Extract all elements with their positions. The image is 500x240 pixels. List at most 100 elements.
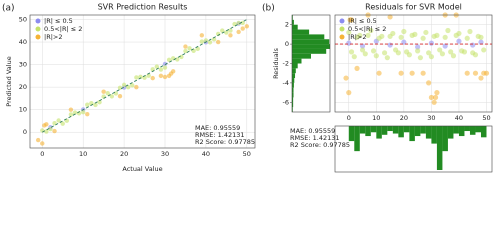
legend-label: |R| ≤ 0.5 <box>348 17 377 25</box>
histogram-bar <box>292 78 295 83</box>
point <box>442 34 448 40</box>
point <box>236 29 241 35</box>
point <box>113 91 119 96</box>
point <box>35 137 41 143</box>
point <box>56 118 61 123</box>
legend-marker <box>339 26 345 32</box>
point <box>183 48 188 54</box>
histogram-bar <box>292 19 294 25</box>
stats-text: R2 Score: 0.97785 <box>290 141 350 149</box>
point <box>431 99 437 105</box>
panel-label: (b) <box>262 4 275 14</box>
point <box>48 126 53 132</box>
x-tick-label: 20 <box>400 114 408 122</box>
point <box>456 30 462 37</box>
point <box>343 75 349 81</box>
y-axis-label: Predicted Value <box>5 56 13 106</box>
point <box>228 33 233 38</box>
point <box>150 75 155 81</box>
point <box>170 69 176 74</box>
point <box>199 33 205 38</box>
point <box>467 28 473 35</box>
point <box>244 24 250 29</box>
stats-text: RMSE: 1.42131 <box>290 134 340 142</box>
point <box>162 61 168 67</box>
point <box>183 44 188 49</box>
point <box>426 50 432 56</box>
histogram-bar <box>469 126 476 135</box>
point <box>464 70 470 76</box>
point <box>121 82 127 88</box>
y-tick-label: 50 <box>19 16 27 24</box>
histogram-bar <box>354 126 360 152</box>
point <box>220 28 225 33</box>
point <box>117 93 123 99</box>
plot-frame <box>291 14 331 113</box>
legend-marker <box>339 18 345 24</box>
histogram-bar <box>292 34 325 40</box>
point <box>351 54 357 60</box>
point <box>428 94 435 101</box>
x-tick-label: 0 <box>347 114 351 122</box>
histogram-bar <box>453 126 459 134</box>
point <box>370 48 377 54</box>
point <box>232 21 237 27</box>
point <box>420 35 426 41</box>
point <box>85 111 90 117</box>
point <box>395 50 401 56</box>
x-tick-label: 40 <box>455 114 463 122</box>
histogram-bar <box>409 126 415 142</box>
y-tick-label: 20 <box>19 83 27 91</box>
point <box>406 52 412 58</box>
legend-marker <box>339 34 345 40</box>
point <box>162 65 168 70</box>
point <box>130 83 135 88</box>
point <box>401 28 407 35</box>
histogram-bar <box>292 44 330 49</box>
point <box>420 70 426 76</box>
point <box>52 121 57 126</box>
histogram-bar <box>292 73 296 79</box>
histogram-bar <box>420 126 426 134</box>
point <box>437 47 443 53</box>
histogram-bar <box>475 126 481 133</box>
histogram-bar <box>292 29 310 35</box>
point <box>472 52 479 58</box>
point <box>228 28 233 33</box>
legend-label: 0.5<|R| ≤ 2 <box>44 25 82 33</box>
point <box>211 37 217 42</box>
point <box>373 53 379 59</box>
point <box>434 90 440 96</box>
point <box>472 70 479 76</box>
point <box>170 56 176 61</box>
y-tick-label: 30 <box>19 61 27 69</box>
histogram-bar <box>414 126 421 137</box>
x-tick-label: 10 <box>372 114 380 122</box>
point <box>398 34 404 40</box>
point <box>240 26 245 31</box>
x-tick-label: 30 <box>161 150 169 158</box>
stats-text: R2 Score: 0.97785 <box>195 138 255 146</box>
point <box>481 47 487 53</box>
histogram-bar <box>292 107 293 112</box>
point <box>365 32 371 38</box>
point <box>207 40 213 45</box>
y-tick-label: 0 <box>285 40 289 48</box>
point <box>80 109 86 115</box>
histogram-bar <box>292 58 302 64</box>
chart-title: SVR Prediction Results <box>98 3 188 12</box>
point <box>381 50 388 56</box>
histogram-bar <box>387 126 393 132</box>
histogram-bar <box>431 126 437 144</box>
histogram-bar <box>480 126 487 138</box>
point <box>68 112 74 117</box>
histogram-bar <box>458 126 465 137</box>
point <box>97 100 102 105</box>
point <box>117 85 123 91</box>
point <box>240 20 245 26</box>
x-tick-label: 40 <box>202 150 210 158</box>
point <box>166 57 172 63</box>
histogram-bar <box>292 53 311 59</box>
point <box>40 141 45 146</box>
